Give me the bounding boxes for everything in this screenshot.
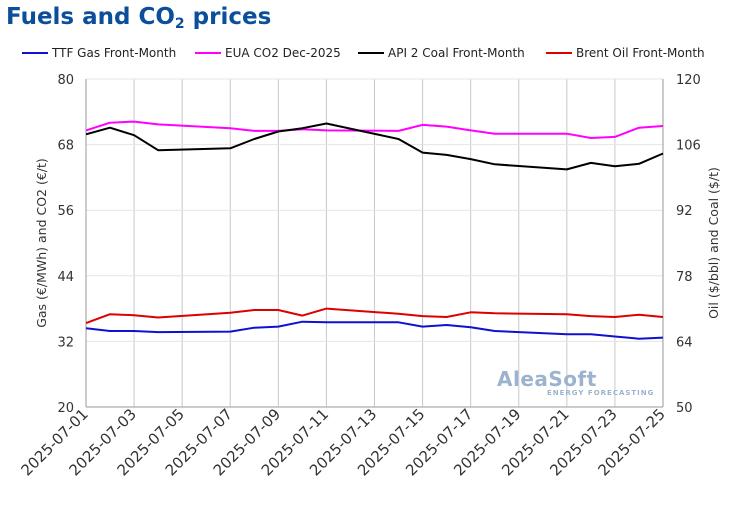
- legend-item-eua-co2: EUA CO2 Dec-2025: [195, 46, 341, 60]
- legend-item-ttf-gas: TTF Gas Front-Month: [22, 46, 176, 60]
- chart-title: Fuels and CO2 prices: [6, 4, 272, 32]
- y-tick-label-right: 120: [676, 73, 701, 88]
- legend-swatch: [358, 52, 384, 54]
- y-axis-label-left: Gas (€/MWh) and CO2 (€/t): [34, 158, 49, 328]
- y-tick-label-right: 50: [676, 401, 693, 416]
- y-tick-label-left: 44: [57, 270, 74, 285]
- legend-label: EUA CO2 Dec-2025: [225, 46, 341, 60]
- y-tick-label-right: 106: [676, 139, 701, 154]
- aleasoft-logo: AleaSoft ENERGY FORECASTING: [497, 367, 655, 397]
- legend-swatch: [195, 52, 221, 54]
- legend-label: API 2 Coal Front-Month: [388, 46, 525, 60]
- y-tick-label-left: 32: [57, 335, 74, 350]
- legend-swatch: [546, 52, 572, 54]
- legend-item-brent-oil: Brent Oil Front-Month: [546, 46, 705, 60]
- y-tick-label-left: 56: [57, 204, 74, 219]
- y-tick-label-right: 92: [676, 204, 693, 219]
- y-tick-label-left: 68: [57, 139, 74, 154]
- legend-label: TTF Gas Front-Month: [52, 46, 177, 60]
- series-line-brent-oil-front-month: [85, 307, 664, 325]
- grid-lines: [85, 78, 664, 408]
- legend-item-api2-coal: API 2 Coal Front-Month: [358, 46, 525, 60]
- legend: TTF Gas Front-Month EUA CO2 Dec-2025 API…: [0, 46, 730, 64]
- y-tick-label-left: 20: [57, 401, 74, 416]
- series-line-api-2-coal-front-month: [85, 122, 664, 171]
- y-axis-label-right: Oil ($/bbl) and Coal ($/t): [706, 167, 721, 319]
- series-line-eua-co2-dec-2025: [85, 120, 664, 139]
- y-tick-label-right: 78: [676, 270, 693, 285]
- legend-swatch: [22, 52, 48, 54]
- legend-label: Brent Oil Front-Month: [576, 46, 705, 60]
- y-tick-label-right: 64: [676, 335, 693, 350]
- y-tick-label-left: 80: [57, 73, 74, 88]
- series-line-ttf-gas-front-month: [85, 320, 664, 340]
